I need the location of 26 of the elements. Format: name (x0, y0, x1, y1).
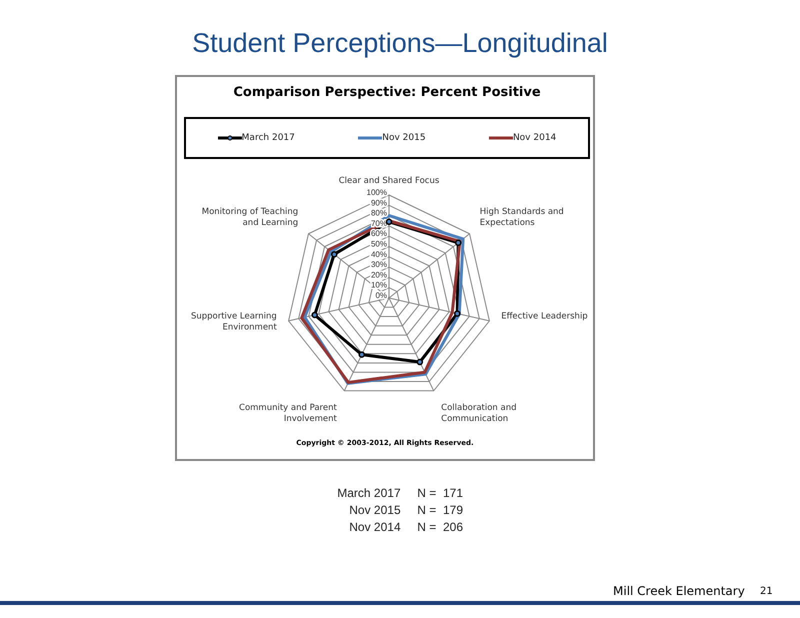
y-tick-label: 80% (370, 208, 387, 218)
legend-label: March 2017 (240, 133, 295, 143)
spoke-label: Effective Leadership (501, 312, 588, 322)
spoke-label: Community and Parent Involvement (239, 403, 338, 424)
legend-label: Nov 2014 (512, 133, 556, 143)
spoke-label: High Standards and Expectations (480, 206, 564, 228)
y-tick-label: 90% (370, 198, 387, 208)
text: Nov 2015 N = 179 (348, 503, 463, 517)
y-tick-label: 30% (370, 260, 387, 270)
y-tick-label: 50% (370, 240, 387, 248)
text: Nov 2014 N = 206 (348, 520, 463, 534)
chart-title: Student Perceptions—Longitudinal (191, 28, 609, 59)
y-tick-label: 70% (370, 218, 387, 228)
chart-subtitle: Comparison Perspective: Percent Positive (232, 85, 542, 100)
y-tick-label: 40% (370, 250, 387, 259)
y-tick-label: 100% (366, 188, 387, 197)
spoke-label: Collaboration and Communication (441, 403, 517, 424)
text: 21 (760, 586, 773, 597)
y-tick-label: 60% (370, 229, 387, 238)
spoke-label: Supportive Learning Environment (190, 312, 278, 333)
y-tick-label: 20% (370, 270, 387, 280)
text: March 2017 N = 171 (336, 486, 463, 500)
spoke-label: Monitoring of Teaching and Learning (202, 206, 298, 228)
legend-label: Nov 2015 (381, 133, 426, 143)
spoke-label: Clear and Shared Focus (338, 176, 440, 186)
text: Mill Creek Elementary (613, 584, 745, 598)
